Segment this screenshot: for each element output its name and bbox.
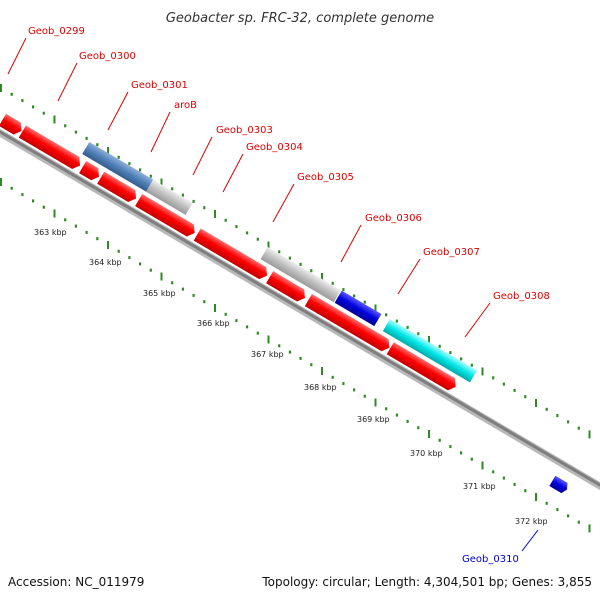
gene-arrow-geob-0306[interactable] bbox=[266, 271, 308, 304]
gene-arrow-geob-0300[interactable] bbox=[0, 113, 25, 137]
gene-label-geob-0305[interactable]: Geob_0305 bbox=[297, 172, 354, 183]
gene-arrow-geob-0307[interactable] bbox=[304, 294, 393, 354]
gene-arrow-geob-0301[interactable] bbox=[18, 125, 84, 172]
tick-label: 367 kbp bbox=[251, 350, 284, 359]
tick-label: 369 kbp bbox=[357, 415, 390, 424]
leader-geob-0305 bbox=[272, 183, 295, 223]
leader-geob-0308 bbox=[464, 302, 491, 338]
gene-label-leaders bbox=[7, 37, 491, 338]
gene-label-geob-0304[interactable]: Geob_0304 bbox=[246, 142, 303, 153]
inner-tick-row bbox=[0, 178, 591, 533]
leader-aroB bbox=[150, 111, 171, 153]
gene-label-aroB[interactable]: aroB bbox=[174, 100, 197, 111]
gene-labels: Geob_0299 Geob_0300 Geob_0301 aroB Geob_… bbox=[28, 26, 550, 565]
leader-geob-0300 bbox=[57, 62, 78, 102]
tick-label: 364 kbp bbox=[89, 258, 122, 267]
tick-label: 371 kbp bbox=[463, 482, 496, 491]
map-title: Geobacter sp. FRC-32, complete genome bbox=[166, 11, 434, 26]
gene-bar-geob-0306[interactable] bbox=[260, 247, 341, 303]
tick-label: 366 kbp bbox=[197, 319, 230, 328]
genome-backbone bbox=[0, 130, 600, 487]
gene-label-geob-0308[interactable]: Geob_0308 bbox=[493, 291, 550, 302]
gene-bar-geob-0307[interactable] bbox=[334, 290, 382, 327]
tick-label: 370 kbp bbox=[410, 449, 443, 458]
gene-label-geob-0307[interactable]: Geob_0307 bbox=[423, 247, 480, 258]
tick-label: 368 kbp bbox=[304, 383, 337, 392]
outer-tick-row bbox=[0, 84, 591, 439]
gene-label-geob-0299[interactable]: Geob_0299 bbox=[28, 26, 85, 37]
gene-arrow-geob-0303[interactable] bbox=[97, 171, 139, 205]
gene-arrow-geob-0304[interactable] bbox=[135, 194, 198, 239]
tick-label: 363 kbp bbox=[34, 228, 67, 237]
leader-geob-0301 bbox=[107, 91, 129, 131]
gene-bar-geob-0308[interactable] bbox=[382, 319, 478, 383]
leader-geob-0307 bbox=[397, 258, 421, 295]
gene-label-geob-0301[interactable]: Geob_0301 bbox=[131, 80, 188, 91]
gene-arrow-geob-0308[interactable] bbox=[386, 342, 460, 393]
leader-geob-0299 bbox=[7, 37, 27, 75]
kbp-tick-labels: 363 kbp 364 kbp 365 kbp 366 kbp 367 kbp … bbox=[34, 228, 548, 526]
leader-geob-0303 bbox=[192, 136, 213, 176]
accession-text: Accession: NC_011979 bbox=[8, 575, 144, 589]
gene-bar-aroB[interactable] bbox=[82, 141, 157, 194]
leader-geob-0306 bbox=[340, 224, 362, 263]
leader-geob-0310 bbox=[521, 529, 539, 552]
tick-label: 372 kbp bbox=[515, 517, 548, 526]
gene-bar-geob-0310[interactable] bbox=[549, 475, 570, 495]
gene-label-geob-0310[interactable]: Geob_0310 bbox=[462, 554, 519, 565]
gene-label-geob-0300[interactable]: Geob_0300 bbox=[79, 51, 136, 62]
gene-label-geob-0306[interactable]: Geob_0306 bbox=[365, 213, 422, 224]
gene-arrow-geob-0305[interactable] bbox=[193, 228, 271, 282]
tick-label: 365 kbp bbox=[143, 289, 176, 298]
gene-arrow-geob-0299[interactable] bbox=[0, 68, 3, 126]
genome-summary-text: Topology: circular; Length: 4,304,501 bp… bbox=[261, 575, 592, 589]
gene-bar-geob-0303[interactable] bbox=[145, 179, 193, 215]
leader-geob-0304 bbox=[222, 153, 244, 193]
gene-label-geob-0303[interactable]: Geob_0303 bbox=[216, 125, 273, 136]
gene-arrow-aroB[interactable] bbox=[79, 161, 102, 183]
